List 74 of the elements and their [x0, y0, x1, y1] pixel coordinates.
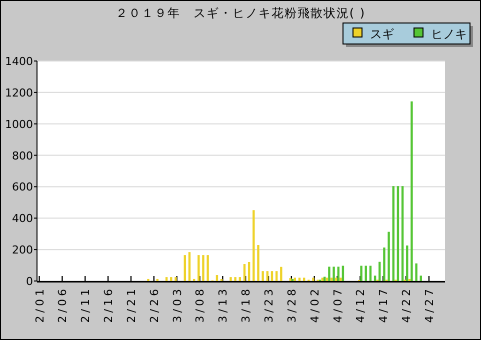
bar: [392, 186, 394, 281]
bar: [360, 266, 362, 281]
x-tick-label: 4/02: [308, 286, 322, 323]
bar: [378, 262, 381, 281]
bar: [332, 266, 335, 281]
x-tick-label: 3/28: [285, 286, 298, 323]
bar: [270, 271, 274, 281]
bar: [321, 278, 324, 281]
x-tick-label: 4/12: [354, 286, 368, 323]
bar: [388, 232, 390, 281]
y-tick-label: 0: [26, 275, 33, 288]
bar: [294, 278, 296, 281]
x-tick-label: 3/23: [262, 286, 276, 323]
bar: [401, 186, 404, 281]
bar: [188, 252, 191, 281]
bar: [330, 278, 333, 281]
bar: [216, 275, 218, 281]
bar: [252, 210, 255, 281]
y-tick-label: 1400: [5, 55, 33, 68]
x-tick-label: 3/13: [216, 286, 230, 323]
x-tick-label: 2/16: [102, 286, 116, 323]
bar: [275, 271, 278, 281]
bar: [406, 245, 408, 281]
x-tick-label: 2/06: [56, 286, 70, 323]
bar: [374, 276, 376, 281]
bar: [206, 255, 209, 281]
x-tick-label: 4/17: [377, 286, 390, 323]
bar: [342, 266, 344, 281]
bar: [198, 255, 200, 281]
bar: [302, 278, 306, 281]
bar: [383, 248, 386, 281]
x-tick-label: 3/08: [194, 286, 207, 323]
bar: [337, 266, 340, 281]
bar: [202, 255, 204, 281]
x-tick-label: 3/03: [170, 286, 184, 323]
bar: [262, 271, 264, 281]
y-tick-label: 400: [12, 212, 33, 226]
bar: [257, 245, 260, 281]
bar: [280, 266, 282, 281]
legend-label: スギ: [370, 27, 394, 41]
y-tick-label: 600: [12, 180, 33, 194]
x-tick-label: 2/01: [33, 286, 46, 323]
x-tick-label: 3/18: [240, 286, 253, 323]
bar: [369, 266, 372, 281]
x-tick-label: 2/11: [79, 286, 92, 323]
bar: [243, 264, 246, 281]
x-tick-label: 2/21: [124, 286, 138, 323]
bar: [298, 278, 301, 281]
x-tick-label: 2/26: [148, 286, 161, 323]
bar: [328, 266, 330, 281]
legend-label: ヒノキ: [431, 27, 467, 41]
y-tick-label: 800: [12, 149, 33, 162]
x-tick-label: 4/27: [422, 286, 436, 323]
bar: [170, 277, 172, 281]
bar: [410, 101, 413, 281]
bar: [396, 186, 400, 281]
bar: [340, 278, 342, 281]
bar: [238, 277, 241, 281]
y-tick-label: 1000: [5, 118, 33, 131]
y-tick-label: 1200: [5, 86, 33, 100]
y-tick-label: 200: [12, 244, 33, 257]
bar: [248, 262, 250, 281]
bar: [415, 263, 418, 281]
bar: [364, 266, 367, 281]
bar: [230, 277, 232, 281]
chart-title: ２０１９年 スギ・ヒノキ花粉飛散状況( ): [115, 6, 366, 20]
x-tick-label: 4/07: [331, 286, 344, 323]
bar: [266, 271, 269, 281]
bar: [165, 277, 168, 281]
bar: [326, 278, 328, 281]
bar: [184, 255, 186, 281]
bar: [420, 276, 422, 281]
x-tick-label: 4/22: [400, 286, 414, 323]
bar: [234, 277, 236, 281]
